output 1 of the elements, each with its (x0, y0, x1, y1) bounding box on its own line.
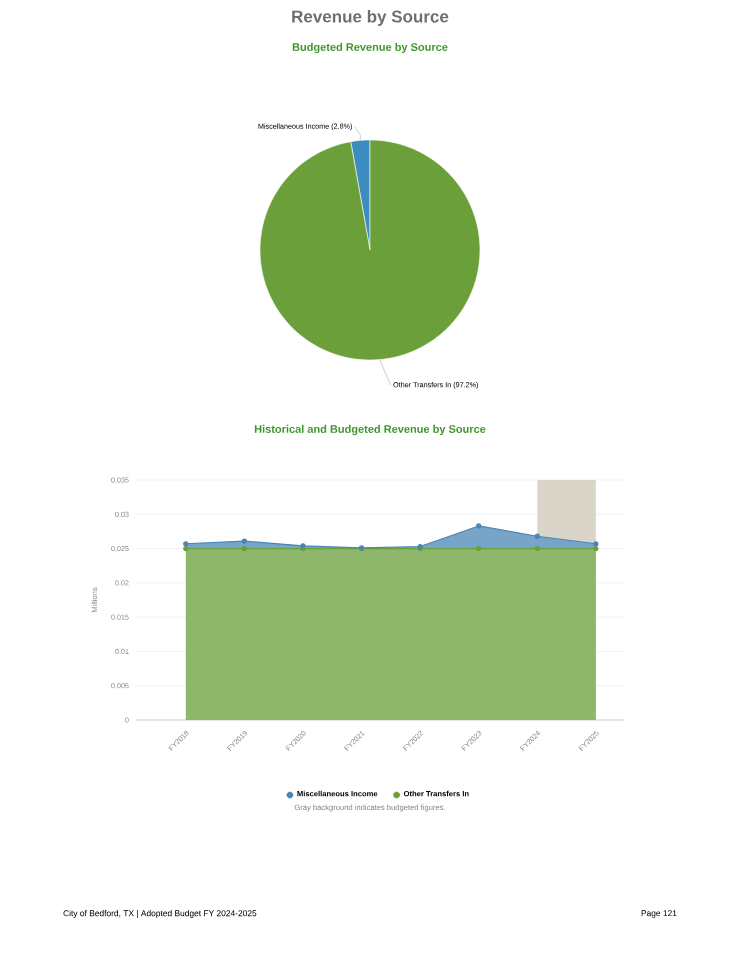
chart-title: Revenue by Source (292, 10, 449, 26)
